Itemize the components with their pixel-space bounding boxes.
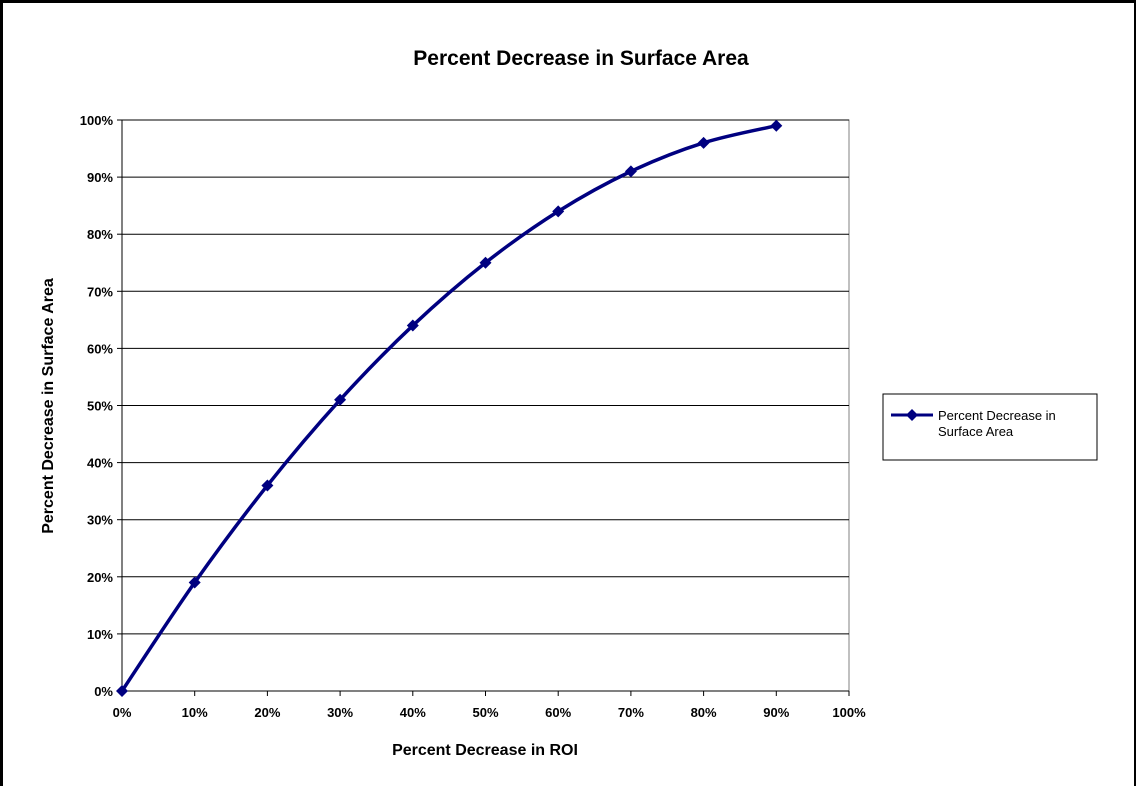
x-tick-label: 70% (618, 705, 644, 720)
y-axis-ticks: 0% 10% 20% 30% 40% 50% 60% 70% 80% 90% 100% (80, 113, 122, 699)
data-point-marker (334, 393, 347, 406)
legend-label-line-1: Percent Decrease in (938, 408, 1056, 423)
x-axis-title: Percent Decrease in ROI (392, 742, 578, 759)
x-tick-label: 10% (182, 705, 208, 720)
data-point-marker (552, 205, 565, 218)
y-tick-label: 90% (87, 170, 113, 185)
data-point-marker (770, 119, 783, 132)
x-tick-label: 100% (832, 705, 866, 720)
series-line (120, 124, 777, 692)
y-tick-label: 70% (87, 284, 113, 299)
x-tick-label: 30% (327, 705, 353, 720)
legend-box (882, 393, 1098, 461)
chart-title: Percent Decrease in Surface Area (413, 47, 749, 70)
x-tick-label: 0% (113, 705, 132, 720)
x-axis-ticks: 0% 10% 20% 30% 40% 50% 60% 70% 80% 90% 100% (113, 691, 866, 720)
y-axis-title: Percent Decrease in Surface Area (40, 278, 57, 534)
x-tick-label: 60% (545, 705, 571, 720)
x-tick-label: 80% (691, 705, 717, 720)
x-tick-label: 20% (254, 705, 280, 720)
data-point-marker (406, 319, 419, 332)
y-tick-label: 20% (87, 570, 113, 585)
y-tick-label: 50% (87, 399, 113, 414)
x-tick-label: 90% (763, 705, 789, 720)
data-point-marker (116, 685, 128, 697)
y-tick-label: 30% (87, 513, 113, 528)
y-tick-label: 60% (87, 341, 113, 356)
legend: Percent Decrease in Surface Area (882, 393, 1098, 461)
data-point-marker (261, 479, 274, 492)
legend-label: Percent Decrease in Surface Area (938, 408, 1059, 439)
data-point-marker (479, 256, 492, 269)
x-tick-label: 40% (400, 705, 426, 720)
legend-marker-swatch (906, 409, 918, 421)
chart-svg: Percent Decrease in Surface Area 0% 10% 20… (40, 47, 1098, 759)
legend-label-line-2: Surface Area (938, 424, 1014, 439)
y-tick-label: 40% (87, 456, 113, 471)
y-tick-label: 100% (80, 113, 114, 128)
data-point-marker (624, 165, 637, 178)
y-tick-label: 10% (87, 627, 113, 642)
y-tick-label: 80% (87, 227, 113, 242)
series-layer (116, 119, 783, 697)
gridlines (122, 119, 849, 635)
x-tick-label: 50% (472, 705, 498, 720)
y-tick-label: 0% (94, 684, 113, 699)
data-point-marker (697, 136, 710, 149)
data-point-marker (188, 576, 201, 589)
